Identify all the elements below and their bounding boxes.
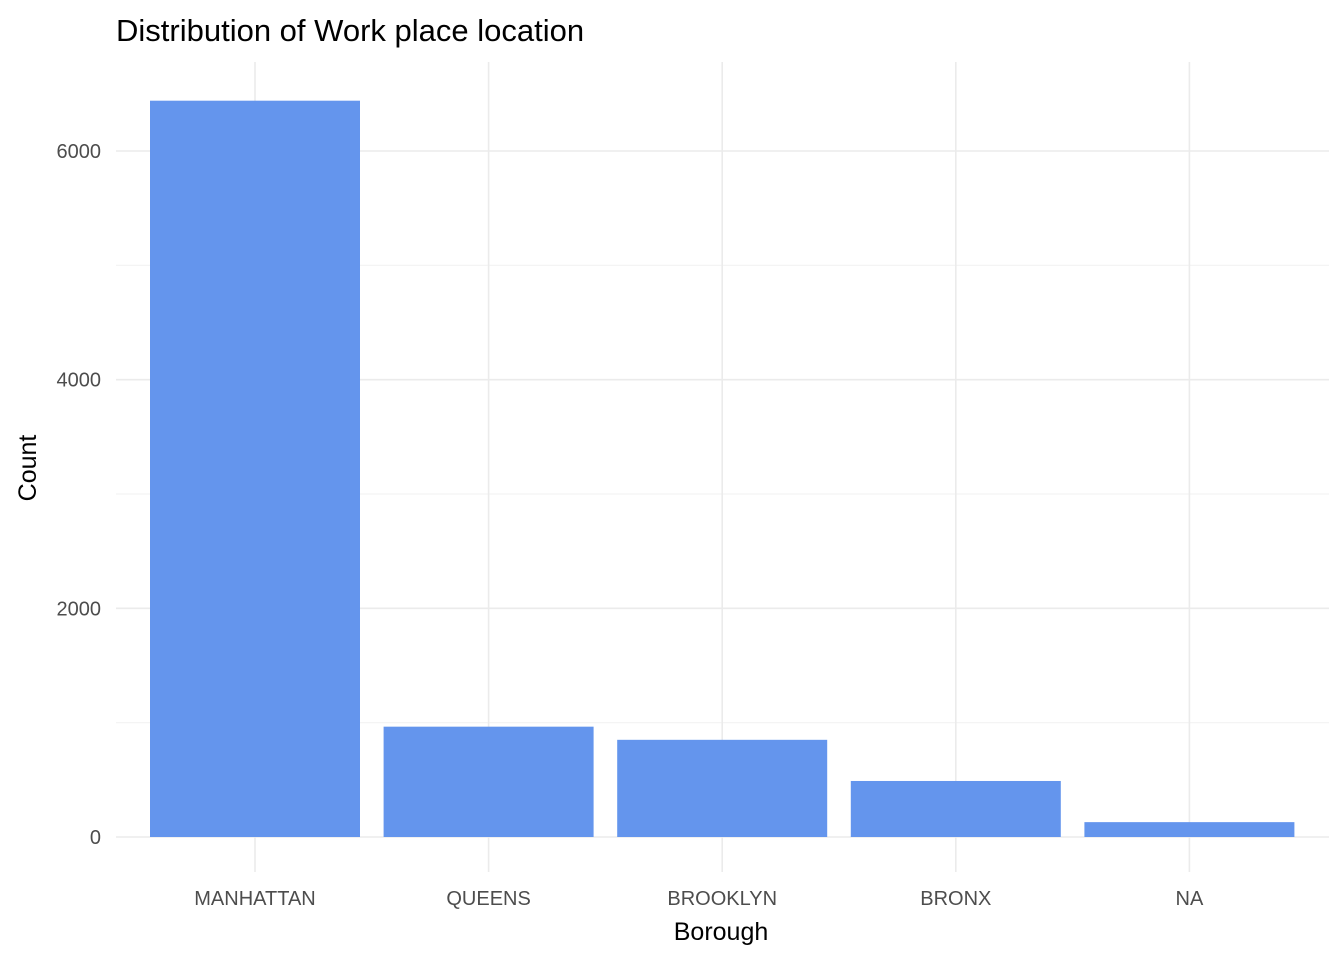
x-tick-label: NA [1176,888,1204,910]
x-tick-label: BRONX [920,888,991,910]
bar-brooklyn [617,739,828,837]
x-axis-ticks: MANHATTAN QUEENS BROOKLYN BRONX NA [194,888,1204,910]
y-tick-label: 2000 [57,598,102,620]
chart-title: Distribution of Work place location [116,13,584,48]
x-tick-label: QUEENS [446,888,530,910]
y-tick-label: 4000 [57,370,102,392]
x-tick-label: MANHATTAN [194,888,315,910]
y-axis-ticks: 0 2000 4000 6000 [57,141,102,849]
bars [150,100,1295,837]
bar-queens [383,726,594,837]
y-axis-title: Count [14,435,42,502]
x-tick-label: BROOKLYN [667,888,777,910]
bar-na [1084,822,1295,837]
y-tick-label: 0 [90,827,101,849]
bar-manhattan [150,100,360,837]
x-axis-title: Borough [674,918,769,946]
y-tick-label: 6000 [57,141,102,163]
bar-bronx [850,780,1061,837]
